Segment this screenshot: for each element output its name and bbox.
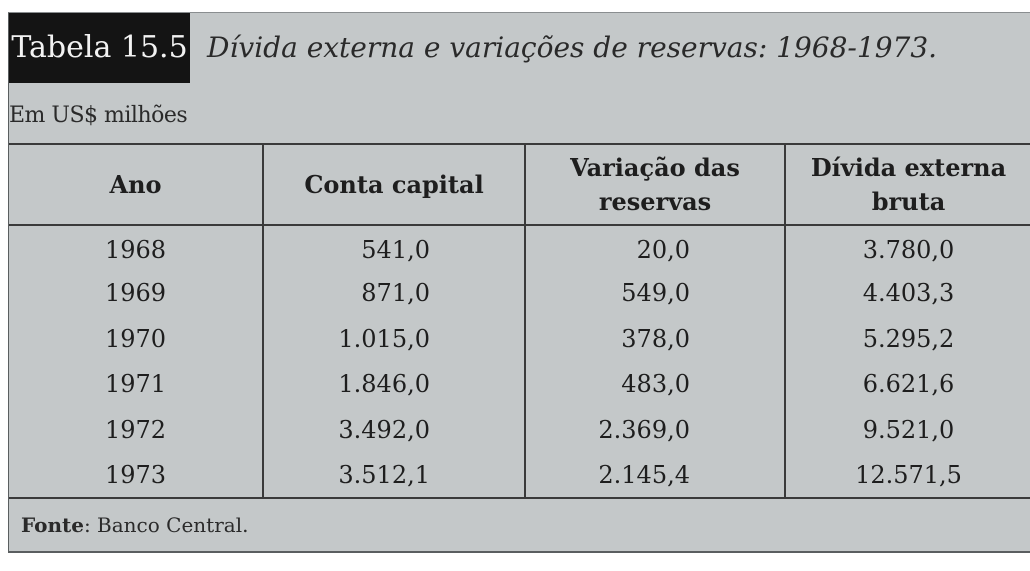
cell-variacao-reservas: 483,0 [525, 361, 786, 407]
cell-ano: 1970 [9, 316, 264, 362]
cell-conta-capital: 541,0 [263, 225, 526, 271]
cell-ano: 1971 [9, 361, 264, 407]
cell-conta-capital: 1.846,0 [263, 361, 526, 407]
data-table: Ano Conta capital Variação das reservas … [9, 143, 1030, 499]
cell-ano: 1969 [9, 270, 264, 316]
table-title: Dívida externa e variações de reservas: … [207, 31, 938, 64]
header-ano: Ano [9, 144, 264, 226]
cell-ano: 1972 [9, 407, 264, 453]
header-row: Ano Conta capital Variação das reservas … [9, 144, 1030, 226]
cell-conta-capital: 3.512,1 [263, 452, 526, 498]
header-variacao-reservas: Variação das reservas [525, 144, 786, 226]
table-title-row: Tabela 15.5 Dívida externa e variações d… [9, 13, 1030, 83]
cell-ano: 1973 [9, 452, 264, 498]
cell-variacao-reservas: 549,0 [525, 270, 786, 316]
cell-variacao-reservas: 20,0 [525, 225, 786, 271]
table-row: 1971 1.846,0 483,0 6.621,6 [9, 361, 1030, 407]
table-row: 1970 1.015,0 378,0 5.295,2 [9, 316, 1030, 362]
header-conta-capital: Conta capital [263, 144, 526, 226]
source-label: Fonte [21, 513, 84, 537]
cell-divida-externa: 3.780,0 [862, 236, 955, 265]
table-row: 1972 3.492,0 2.369,0 9.521,0 [9, 407, 1030, 453]
table-row: 1969 871,0 549,0 4.403,3 [9, 270, 1030, 316]
header-variacao-reservas-text: Variação das reservas [570, 152, 740, 216]
table-number-tag: Tabela 15.5 [9, 13, 190, 83]
header-divida-externa: Dívida externa bruta [785, 144, 1030, 226]
cell-divida-externa: 4.403,3 [862, 279, 955, 308]
cell-ano: 1968 [9, 225, 264, 271]
unit-label: Em US$ milhões [9, 103, 188, 128]
table-row: 1973 3.512,1 2.145,4 12.571,5 [9, 452, 1030, 498]
cell-conta-capital: 1.015,0 [263, 316, 526, 362]
cell-divida-externa: 6.621,6 [862, 370, 955, 399]
source-text: : Banco Central. [83, 513, 249, 537]
cell-divida-externa: 5.295,2 [862, 324, 955, 353]
table-frame: Tabela 15.5 Dívida externa e variações d… [8, 12, 1030, 553]
cell-variacao-reservas: 2.369,0 [525, 407, 786, 453]
cell-divida-externa: 12.571,5 [855, 460, 962, 489]
cell-conta-capital: 3.492,0 [263, 407, 526, 453]
cell-variacao-reservas: 2.145,4 [525, 452, 786, 498]
cell-variacao-reservas: 378,0 [525, 316, 786, 362]
header-divida-externa-text: Dívida externa bruta [810, 152, 1007, 216]
table-row: 1968 541,0 20,0 3.780,0 [9, 225, 1030, 271]
source-note: Fonte: Banco Central. [21, 513, 248, 537]
cell-conta-capital: 871,0 [263, 270, 526, 316]
cell-divida-externa: 9.521,0 [862, 415, 955, 444]
